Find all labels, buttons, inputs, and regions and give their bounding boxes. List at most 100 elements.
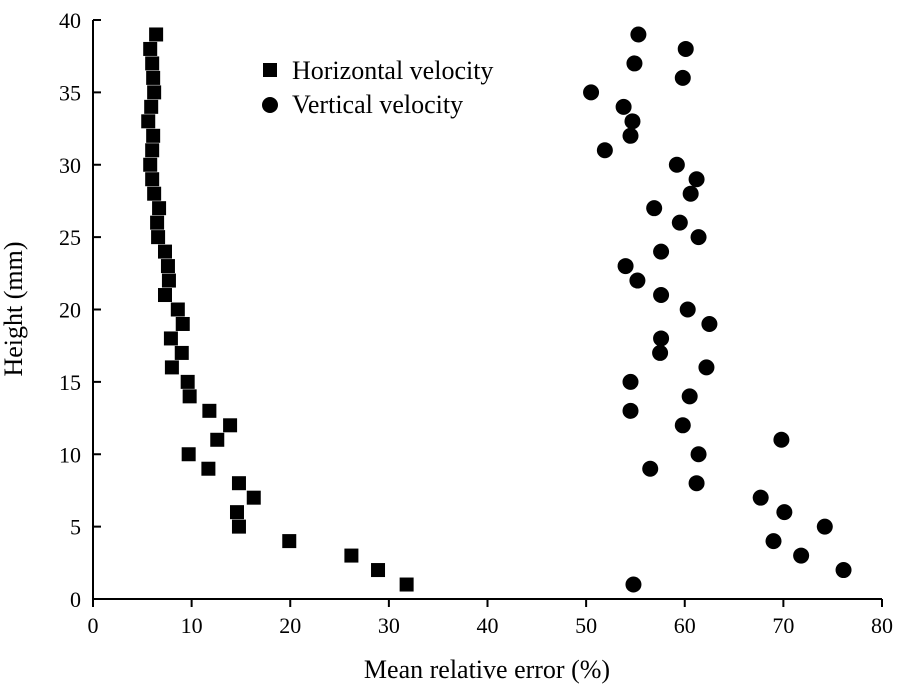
horizontal-velocity-point bbox=[164, 360, 179, 375]
horizontal-velocity-point bbox=[399, 577, 414, 592]
y-tick-label: 40 bbox=[59, 8, 81, 33]
vertical-velocity-point bbox=[653, 243, 670, 260]
x-ticks: 0 10 20 30 40 50 60 70 80 bbox=[88, 599, 893, 638]
vertical-velocity-point bbox=[765, 533, 782, 550]
vertical-velocity-point bbox=[752, 489, 769, 506]
axes bbox=[92, 20, 882, 600]
horizontal-velocity-point bbox=[144, 99, 159, 114]
y-tick-label: 5 bbox=[70, 515, 81, 540]
horizontal-velocity-point bbox=[181, 447, 196, 462]
vertical-velocity-point bbox=[682, 185, 699, 202]
legend-square-marker bbox=[263, 63, 277, 77]
vertical-velocity-point bbox=[674, 417, 691, 434]
horizontal-velocity-point bbox=[141, 114, 156, 129]
vertical-velocity-point bbox=[630, 26, 647, 43]
vertical-velocity-point bbox=[690, 446, 707, 463]
y-tick-label: 15 bbox=[59, 370, 81, 395]
horizontal-velocity-point bbox=[231, 519, 246, 534]
vertical-velocity-point bbox=[615, 98, 632, 115]
x-tick-label: 10 bbox=[181, 613, 203, 638]
horizontal-velocity-point bbox=[229, 505, 244, 520]
vertical-velocity-point bbox=[674, 69, 691, 86]
vertical-velocity-point bbox=[646, 200, 663, 217]
vertical-velocity-point bbox=[625, 576, 642, 593]
vertical-velocity-point bbox=[622, 127, 639, 144]
horizontal-velocity-point bbox=[143, 41, 158, 56]
y-tick-label: 35 bbox=[59, 80, 81, 105]
y-tick-label: 0 bbox=[70, 587, 81, 612]
vertical-velocity-point bbox=[583, 84, 600, 101]
horizontal-velocity-point bbox=[201, 461, 216, 476]
horizontal-velocity-point bbox=[145, 56, 160, 71]
vertical-velocity-point bbox=[668, 156, 685, 173]
x-tick-label: 70 bbox=[772, 613, 794, 638]
legend-circle-marker bbox=[262, 97, 278, 113]
vertical-velocity-point bbox=[698, 359, 715, 376]
legend-label-horizontal: Horizontal velocity bbox=[292, 56, 493, 85]
horizontal-velocity-point bbox=[170, 302, 185, 317]
horizontal-velocity-point bbox=[146, 128, 161, 143]
vertical-velocity-point bbox=[677, 40, 694, 57]
horizontal-velocity-point bbox=[145, 143, 160, 158]
vertical-velocity-point bbox=[642, 460, 659, 477]
vertical-velocity-point bbox=[681, 388, 698, 405]
horizontal-velocity-point bbox=[371, 563, 386, 578]
vertical-velocity-point bbox=[653, 287, 670, 304]
vertical-velocity-point bbox=[626, 55, 643, 72]
vertical-velocity-point bbox=[653, 330, 670, 347]
horizontal-velocity-point bbox=[182, 389, 197, 404]
vertical-velocity-point bbox=[617, 258, 634, 275]
horizontal-velocity-point bbox=[174, 345, 189, 360]
vertical-velocity-point bbox=[688, 475, 705, 492]
data-markers bbox=[141, 26, 852, 593]
horizontal-velocity-point bbox=[231, 476, 246, 491]
horizontal-velocity-point bbox=[210, 432, 225, 447]
x-tick-label: 30 bbox=[378, 613, 400, 638]
x-tick-label: 80 bbox=[871, 613, 893, 638]
horizontal-velocity-point bbox=[160, 259, 175, 274]
horizontal-velocity-point bbox=[157, 288, 172, 303]
horizontal-velocity-point bbox=[163, 331, 178, 346]
horizontal-velocity-point bbox=[175, 316, 190, 331]
vertical-velocity-point bbox=[622, 373, 639, 390]
horizontal-velocity-point bbox=[223, 418, 238, 433]
x-tick-label: 40 bbox=[477, 613, 499, 638]
vertical-velocity-point bbox=[671, 214, 688, 231]
horizontal-velocity-point bbox=[152, 201, 167, 216]
horizontal-velocity-point bbox=[143, 157, 158, 172]
horizontal-velocity-point bbox=[149, 27, 164, 42]
x-tick-label: 20 bbox=[279, 613, 301, 638]
horizontal-velocity-point bbox=[282, 534, 297, 549]
x-tick-label: 0 bbox=[88, 613, 99, 638]
y-tick-label: 30 bbox=[59, 153, 81, 178]
y-tick-label: 20 bbox=[59, 298, 81, 323]
vertical-velocity-point bbox=[793, 547, 810, 564]
vertical-velocity-point bbox=[701, 315, 718, 332]
vertical-velocity-point bbox=[679, 301, 696, 318]
y-ticks: 0 5 10 15 20 25 30 35 40 bbox=[59, 8, 101, 612]
legend: Horizontal velocity Vertical velocity bbox=[262, 56, 493, 119]
horizontal-velocity-point bbox=[147, 186, 162, 201]
horizontal-velocity-point bbox=[146, 70, 161, 85]
horizontal-velocity-point bbox=[180, 374, 195, 389]
x-tick-label: 60 bbox=[674, 613, 696, 638]
x-axis-title: Mean relative error (%) bbox=[364, 655, 610, 684]
vertical-velocity-point bbox=[629, 272, 646, 289]
horizontal-velocity-point bbox=[161, 273, 176, 288]
horizontal-velocity-point bbox=[246, 490, 261, 505]
vertical-velocity-point bbox=[816, 518, 833, 535]
horizontal-velocity-point bbox=[151, 230, 166, 245]
vertical-velocity-point bbox=[773, 431, 790, 448]
y-tick-label: 25 bbox=[59, 225, 81, 250]
horizontal-velocity-point bbox=[202, 403, 217, 418]
vertical-velocity-point bbox=[835, 562, 852, 579]
y-tick-label: 10 bbox=[59, 442, 81, 467]
vertical-velocity-point bbox=[624, 113, 641, 130]
vertical-velocity-point bbox=[690, 229, 707, 246]
legend-label-vertical: Vertical velocity bbox=[292, 90, 463, 119]
vertical-velocity-point bbox=[652, 344, 669, 361]
vertical-velocity-point bbox=[776, 504, 793, 521]
horizontal-velocity-point bbox=[145, 172, 160, 187]
horizontal-velocity-point bbox=[157, 244, 172, 259]
